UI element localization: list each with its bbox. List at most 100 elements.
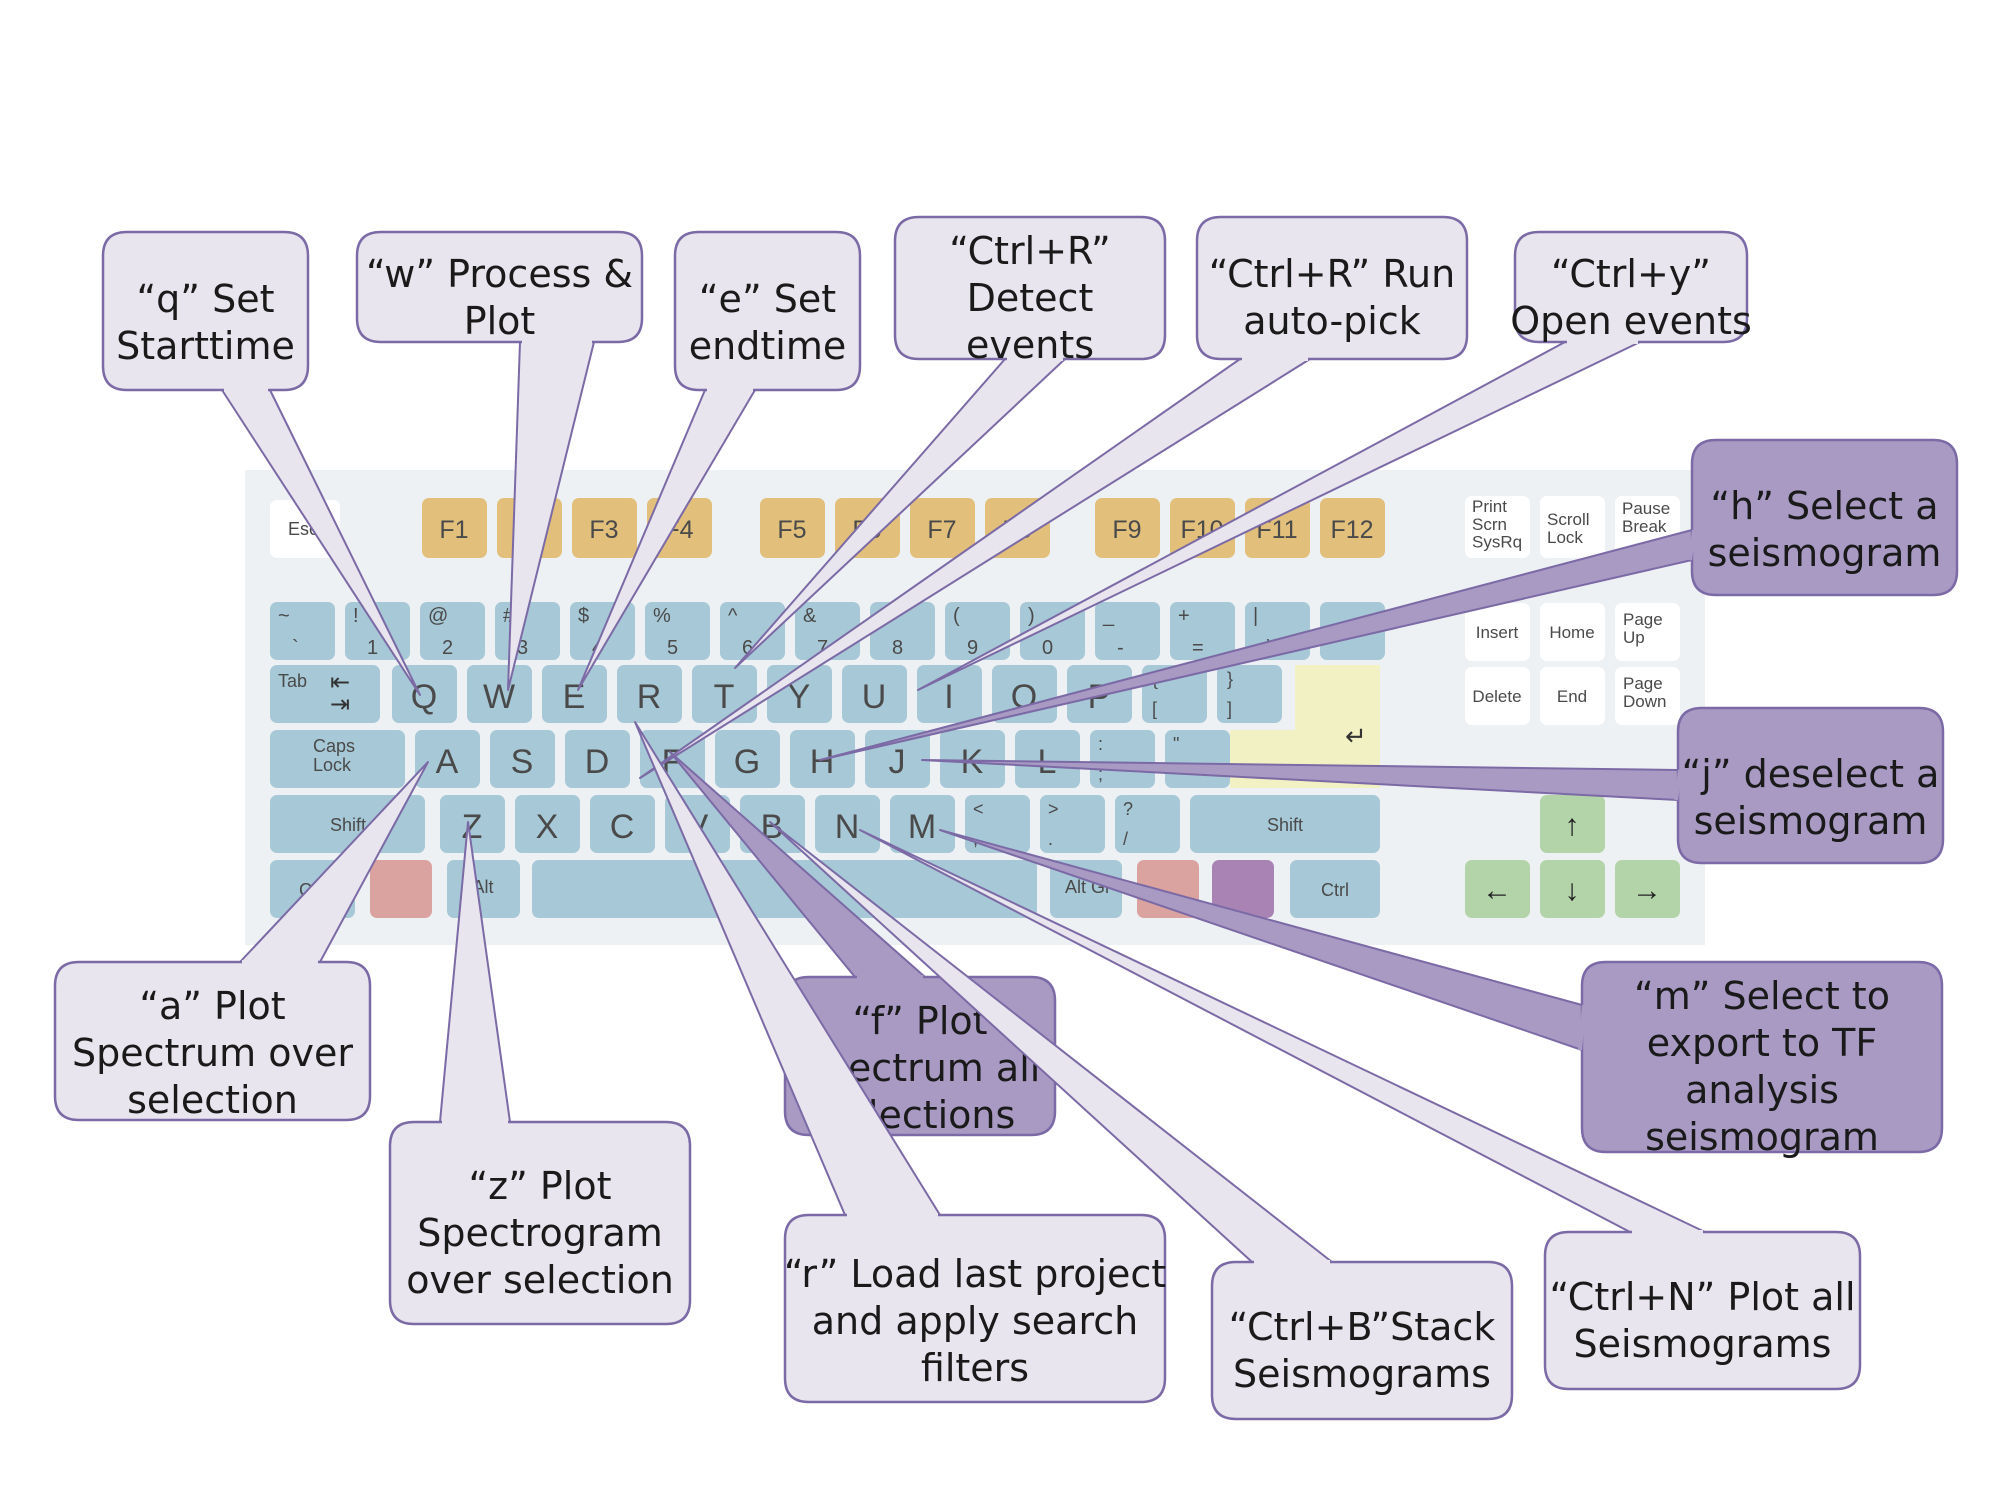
key-end[interactable]: End [1540, 667, 1605, 725]
key-num-11[interactable]: _- [1095, 602, 1160, 660]
key-num-9[interactable]: (9 [945, 602, 1010, 660]
key-windows-left-cap [370, 860, 432, 918]
key-punct-0[interactable]: <, [965, 795, 1030, 853]
key-tab[interactable]: Tab ⇤⇥ [270, 665, 380, 723]
key-page-up[interactable]: Page Up [1615, 603, 1680, 661]
key-alt[interactable]: Alt [447, 860, 520, 918]
key-f5-label: F5 [777, 516, 806, 544]
key-f5[interactable]: F5 [760, 498, 825, 558]
key-arrow-left[interactable]: ← [1465, 860, 1530, 918]
key-num-10-label: 0 [1042, 637, 1053, 659]
key-g-label: G [734, 743, 760, 781]
key-i[interactable]: I [917, 665, 982, 723]
key-arrow-down[interactable]: ↓ [1540, 860, 1605, 918]
key-num-4-shift: $ [578, 605, 589, 627]
key-num-12[interactable]: += [1170, 602, 1235, 660]
key-d[interactable]: D [565, 730, 630, 788]
key-g-cap [715, 730, 780, 788]
key-f9[interactable]: F9 [1095, 498, 1160, 558]
callout-a-line-2: selection [127, 1078, 298, 1122]
callout-h-box [1690, 438, 1959, 597]
key-c[interactable]: C [590, 795, 655, 853]
key-num-7-shift: & [803, 605, 817, 627]
key-m-cap [890, 795, 955, 853]
key-f1[interactable]: F1 [422, 498, 487, 558]
key-scroll-lock[interactable]: Scroll Lock [1540, 496, 1605, 558]
key-f12[interactable]: F12 [1320, 498, 1385, 558]
key-k[interactable]: K [940, 730, 1005, 788]
key-g[interactable]: G [715, 730, 780, 788]
key-num-5-label: 5 [667, 637, 678, 659]
key-a-cap [415, 730, 480, 788]
key-r-cap [617, 665, 682, 723]
key-enter[interactable] [1230, 665, 1380, 788]
key-insert[interactable]: Insert [1465, 603, 1530, 661]
key-num-11-label: - [1117, 637, 1124, 659]
key-r-label: R [637, 678, 662, 716]
key-x[interactable]: X [515, 795, 580, 853]
key-l[interactable]: L [1015, 730, 1080, 788]
key-windows-left[interactable] [370, 860, 432, 918]
key-z-label: Z [462, 808, 483, 846]
key-n[interactable]: N [815, 795, 880, 853]
key-u[interactable]: U [842, 665, 907, 723]
key-punct-2[interactable]: ?/ [1115, 795, 1180, 853]
key-punct-1-shift: > [1048, 799, 1059, 819]
key-num-0-label: ` [292, 637, 299, 659]
key-arrow-up[interactable]: ↑ [1540, 795, 1605, 853]
key-l-cap [1015, 730, 1080, 788]
callout-r-box [783, 1213, 1167, 1404]
key-arrow-right[interactable]: → [1615, 860, 1680, 918]
key-caps-lock[interactable]: Caps Lock [270, 730, 405, 788]
key-delete[interactable]: Delete [1465, 667, 1530, 725]
key-e[interactable]: E [542, 665, 607, 723]
key-num-7-label: 7 [817, 637, 828, 659]
key-num-12-cap [1170, 602, 1235, 660]
key-f12-cap [1320, 498, 1385, 558]
key-print-screen[interactable]: Print Scrn SysRq [1465, 496, 1530, 558]
key-bracket-1-shift: } [1227, 669, 1233, 689]
callout-ctrln-line-1: Seismograms [1574, 1322, 1832, 1366]
key-num-6-shift: ^ [728, 605, 738, 627]
key-f3[interactable]: F3 [572, 498, 637, 558]
key-s[interactable]: S [490, 730, 555, 788]
key-m-label: M [908, 808, 936, 846]
key-tab-label: Tab [278, 671, 307, 691]
key-num-6[interactable]: ^6 [720, 602, 785, 660]
key-quote-0[interactable]: :; [1090, 730, 1155, 788]
callout-e-line-0: “e” Set [699, 277, 836, 321]
key-page-down[interactable]: Page Down [1615, 667, 1680, 725]
key-num-2[interactable]: @2 [420, 602, 485, 660]
key-shift-right[interactable]: Shift [1190, 795, 1380, 853]
key-w[interactable]: W [467, 665, 532, 723]
key-menu[interactable] [1212, 860, 1274, 918]
key-punct-0-shift: < [973, 799, 984, 819]
key-punct-2-shift: ? [1123, 799, 1133, 819]
key-t[interactable]: T [692, 665, 757, 723]
key-arrow-left-cap [1465, 860, 1530, 918]
key-m[interactable]: M [890, 795, 955, 853]
callout-ctrln-line-0: “Ctrl+N” Plot all [1549, 1275, 1855, 1319]
key-ctrl-right[interactable]: Ctrl [1290, 860, 1380, 918]
key-quote-0-shift: : [1098, 734, 1103, 754]
key-delete-label: Delete [1472, 687, 1521, 706]
key-punct-1-cap [1040, 795, 1105, 853]
arrow-right-icon: → [1632, 874, 1662, 907]
key-punct-1[interactable]: >. [1040, 795, 1105, 853]
key-quote-1[interactable]: "' [1165, 730, 1230, 788]
key-num-5[interactable]: %5 [645, 602, 710, 660]
key-q[interactable]: Q [392, 665, 457, 723]
key-f7[interactable]: F7 [910, 498, 975, 558]
key-bracket-1[interactable]: }] [1217, 665, 1282, 723]
key-r[interactable]: R [617, 665, 682, 723]
key-z[interactable]: Z [440, 795, 505, 853]
key-a[interactable]: A [415, 730, 480, 788]
key-num-0[interactable]: ~` [270, 602, 335, 660]
key-home[interactable]: Home [1540, 603, 1605, 661]
key-i-cap [917, 665, 982, 723]
key-arrow-down-cap [1540, 860, 1605, 918]
key-f3-cap [572, 498, 637, 558]
